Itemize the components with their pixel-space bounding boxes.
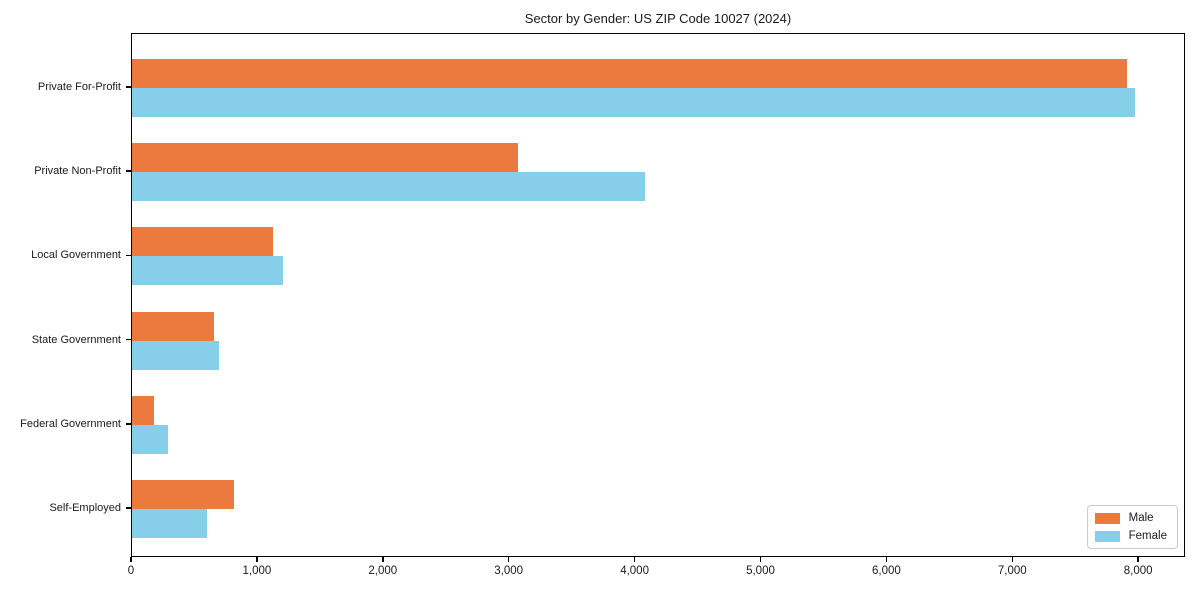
x-tick-label-3000: 3,000 (494, 565, 524, 577)
bar-male-federal-government (132, 395, 154, 425)
male-series-swatch (1094, 512, 1120, 524)
x-tick-label-7000: 7,000 (997, 565, 1027, 577)
x-tick-mark (633, 557, 636, 562)
y-tick-label-state-government: State Government (31, 333, 121, 346)
y-tick-mark (126, 423, 131, 425)
female-series-swatch (1094, 530, 1120, 542)
legend: Male Female (1086, 505, 1178, 549)
y-tick-label-private-for-profit: Private For-Profit (37, 81, 121, 93)
bar-female-private-non-profit (132, 172, 645, 202)
x-tick-label-1000: 1,000 (242, 565, 272, 577)
y-tick-mark (126, 507, 131, 509)
x-tick-mark (507, 557, 510, 562)
y-tick-label-federal-government: Federal Government (20, 417, 121, 430)
x-tick-label-6000: 6,000 (871, 565, 901, 577)
bar-male-local-government (132, 227, 274, 257)
x-tick-label-4000: 4,000 (620, 565, 649, 577)
legend-label-male: Male (1128, 512, 1154, 524)
legend-label-female: Female (1128, 530, 1167, 542)
legend-item-male: Male (1094, 512, 1167, 524)
y-tick-mark (126, 86, 131, 88)
x-tick-mark (256, 557, 258, 562)
x-tick-label-2000: 2,000 (368, 565, 398, 577)
bar-female-federal-government (132, 424, 168, 454)
x-tick-mark (1011, 557, 1014, 562)
x-tick-mark (885, 557, 888, 562)
bar-male-state-government (132, 311, 214, 341)
y-tick-mark (126, 338, 131, 341)
bar-female-state-government (132, 340, 220, 370)
y-tick-mark (126, 170, 131, 172)
bar-male-private-non-profit (132, 143, 519, 173)
x-tick-label-8000: 8,000 (1123, 565, 1153, 577)
x-tick-mark (130, 557, 132, 562)
y-tick-label-self-employed: Self-Employed (49, 502, 121, 514)
chart-title: Sector by Gender: US ZIP Code 10027 (202… (524, 11, 792, 26)
bar-male-private-for-profit (132, 59, 1128, 88)
x-tick-mark (759, 557, 762, 562)
y-tick-mark (126, 254, 131, 257)
plot-area: Male Female (131, 33, 1185, 557)
x-tick-mark (382, 557, 384, 562)
bar-female-self-employed (132, 509, 208, 538)
x-tick-label-0: 0 (127, 565, 135, 577)
y-tick-label-private-non-profit: Private Non-Profit (34, 165, 121, 178)
x-tick-label-5000: 5,000 (746, 565, 775, 577)
bar-female-local-government (132, 256, 284, 286)
x-tick-mark (1137, 557, 1139, 562)
y-tick-label-local-government: Local Government (31, 249, 121, 262)
bar-male-self-employed (132, 480, 235, 509)
bar-female-private-for-profit (132, 88, 1135, 117)
legend-item-female: Female (1094, 530, 1167, 542)
